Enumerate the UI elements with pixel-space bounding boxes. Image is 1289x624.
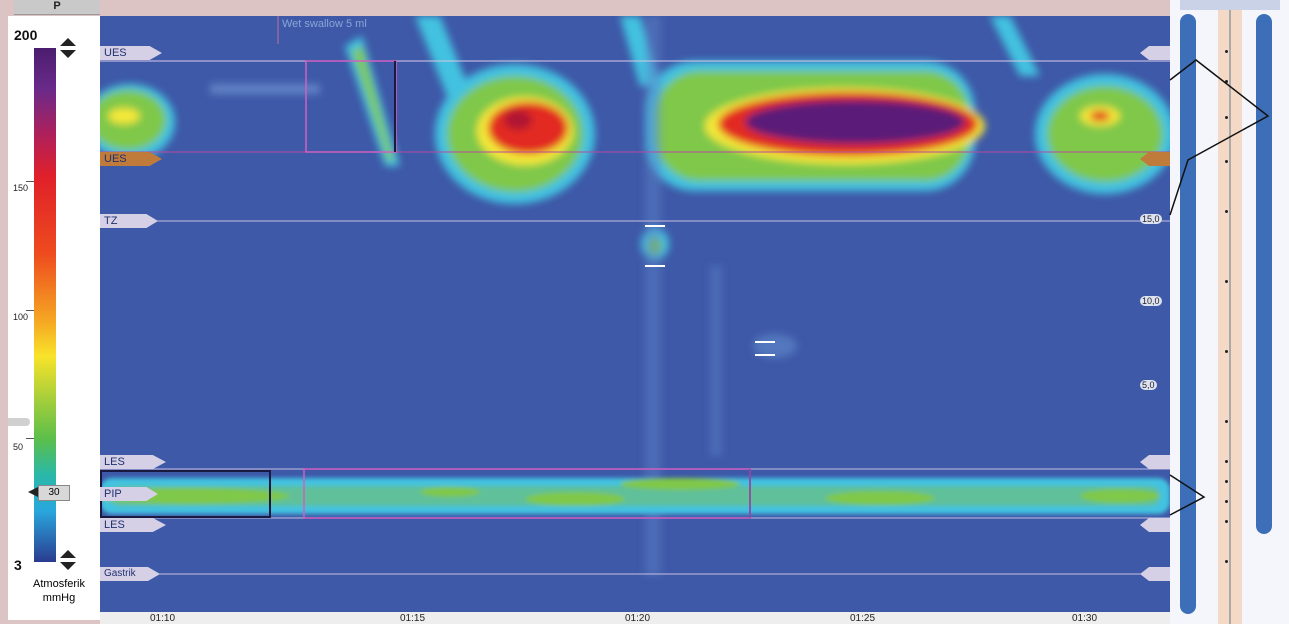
ues-bottom-tag-label: UES xyxy=(104,153,127,165)
les-top-tag-label: LES xyxy=(104,456,125,468)
ues-blob-2-red xyxy=(488,102,568,154)
ues-bottom-tag-right[interactable] xyxy=(1140,152,1170,166)
vertical-artifact-1 xyxy=(645,16,661,576)
sensor-dot xyxy=(1225,160,1228,163)
swallow-diagonal-4 xyxy=(990,16,1040,76)
swallow-diagonal-1-core xyxy=(352,46,394,161)
pip-tag-label: PIP xyxy=(104,488,122,500)
faint-band xyxy=(210,84,320,94)
sensor-dot xyxy=(1225,460,1228,463)
ues-profile-line xyxy=(1169,59,1270,216)
les-pressure-band xyxy=(100,478,1170,514)
scale-min-label: 3 xyxy=(14,557,22,573)
scale-max-down-arrow-icon[interactable] xyxy=(60,50,76,58)
event-annotation[interactable]: Wet swallow 5 ml xyxy=(282,18,367,30)
depth-label-10: 10,0 xyxy=(1140,296,1162,306)
les-segment-4 xyxy=(825,491,935,505)
pressure-tab[interactable]: P xyxy=(14,0,100,15)
ues-top-tag-label: UES xyxy=(104,47,127,59)
scale-min-up-arrow-icon[interactable] xyxy=(60,550,76,558)
threshold-value[interactable]: 30 xyxy=(38,485,70,501)
gastrik-tag-label: Gastrik xyxy=(104,568,136,579)
les-profile-line xyxy=(1169,474,1206,516)
sensor-dot xyxy=(1225,80,1228,83)
scale-max-label: 200 xyxy=(14,27,38,43)
gastrik-tag[interactable] xyxy=(100,567,160,581)
les-segment-5 xyxy=(1080,489,1160,503)
les-segment-2 xyxy=(525,492,625,506)
time-label-2: 01:15 xyxy=(400,613,426,624)
scale-max-up-arrow-icon[interactable] xyxy=(60,38,76,46)
les-segment-3 xyxy=(620,478,740,490)
topography-svg xyxy=(100,16,1170,576)
ues-blob-4-core xyxy=(1090,111,1110,121)
scale-slider-handle[interactable] xyxy=(8,418,30,426)
tz-tag-label: TZ xyxy=(104,215,118,227)
ues-top-tag[interactable] xyxy=(100,46,162,60)
time-label-1: 01:10 xyxy=(150,613,176,624)
time-label-3: 01:20 xyxy=(625,613,651,624)
time-label-5: 01:30 xyxy=(1072,613,1098,624)
time-axis[interactable] xyxy=(100,612,1170,624)
ues-blob-4-mid xyxy=(1047,86,1163,182)
scale-tick-label-150: 150 xyxy=(13,183,29,193)
pressure-tab-label: P xyxy=(53,0,61,12)
unit-label-line1: Atmosferik xyxy=(33,578,85,590)
les-segment-6 xyxy=(420,487,480,497)
catheter-line xyxy=(1229,0,1231,624)
depth-label-15: 15,0 xyxy=(1140,214,1162,224)
sensor-dot xyxy=(1225,210,1228,213)
ues-blob-1-core xyxy=(108,108,140,124)
ues-pressure-blobs xyxy=(100,16,1170,576)
sensor-dot xyxy=(1225,280,1228,283)
les-bottom-tag-right[interactable] xyxy=(1140,518,1170,532)
ues-bottom-tag[interactable] xyxy=(100,152,162,166)
sensor-dot xyxy=(1225,500,1228,503)
scale-tick-label-100: 100 xyxy=(13,312,29,322)
color-scale-bar[interactable] xyxy=(34,48,56,562)
anatomy-panel-header xyxy=(1180,0,1280,10)
sensor-dot xyxy=(1225,480,1228,483)
scale-min-down-arrow-icon[interactable] xyxy=(60,562,76,570)
sensor-dot xyxy=(1225,116,1228,119)
vertical-artifact-2 xyxy=(710,266,722,456)
depth-label-5: 5,0 xyxy=(1140,380,1157,390)
sensor-dot xyxy=(1225,50,1228,53)
pressure-profile-svg xyxy=(1169,59,1270,516)
les-top-tag[interactable] xyxy=(100,455,166,469)
pip-tag[interactable] xyxy=(100,487,158,501)
les-bottom-tag[interactable] xyxy=(100,518,166,532)
ues-blob-2-core xyxy=(504,110,532,130)
les-bottom-tag-label: LES xyxy=(104,519,125,531)
gastrik-tag-right[interactable] xyxy=(1140,567,1170,581)
threshold-pointer-icon xyxy=(28,487,38,497)
scale-tick xyxy=(26,438,34,439)
scale-tick-label-50: 50 xyxy=(13,442,24,452)
les-top-tag-right[interactable] xyxy=(1140,455,1170,469)
esophagus-wall-left xyxy=(1180,14,1196,614)
ues-top-tag-right[interactable] xyxy=(1140,46,1170,60)
esophagus-wall-right xyxy=(1256,14,1272,534)
unit-label-line2: mmHg xyxy=(42,592,76,604)
time-label-4: 01:25 xyxy=(850,613,876,624)
sensor-dot xyxy=(1225,560,1228,563)
scale-tick xyxy=(26,310,34,311)
sensor-dot xyxy=(1225,520,1228,523)
pressure-topography-plot[interactable] xyxy=(100,16,1170,616)
sensor-dot xyxy=(1225,350,1228,353)
scale-tick xyxy=(26,181,34,182)
sensor-dot xyxy=(1225,420,1228,423)
ues-blob-3-peak xyxy=(745,100,965,144)
isolated-blob-2 xyxy=(753,334,797,358)
tz-tag[interactable] xyxy=(100,214,158,228)
